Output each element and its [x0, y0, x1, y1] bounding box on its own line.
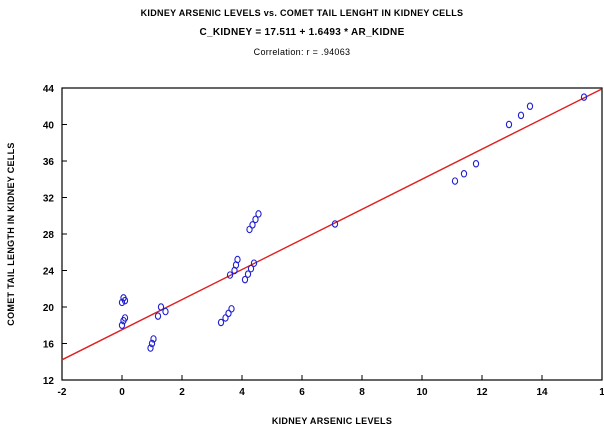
- y-tick-label: 20: [43, 303, 55, 314]
- data-point: [460, 170, 468, 178]
- plot-frame: [61, 87, 603, 381]
- data-point: [517, 111, 525, 120]
- data-point: [472, 159, 480, 168]
- data-point: [246, 225, 253, 234]
- x-axis-label: KIDNEY ARSENIC LEVELS: [272, 416, 392, 426]
- data-point: [244, 270, 252, 278]
- data-point: [580, 93, 588, 101]
- y-tick-label: 32: [43, 194, 55, 205]
- data-point: [222, 314, 229, 322]
- x-tick-label: -2: [58, 387, 67, 398]
- y-tick-label: 12: [43, 376, 55, 387]
- data-point: [255, 210, 262, 218]
- x-tick-label: 14: [536, 387, 548, 398]
- x-tick-label: 10: [416, 387, 428, 398]
- data-point: [505, 120, 513, 129]
- data-point: [162, 307, 169, 316]
- x-tick-label: 12: [476, 387, 488, 398]
- data-point: [247, 264, 255, 273]
- data-point: [249, 221, 256, 229]
- y-tick-label: 36: [43, 157, 55, 168]
- y-axis-ticks: 12 16 20 24 28 32 36 40 44: [43, 84, 67, 387]
- data-point: [526, 102, 534, 111]
- y-axis-label: COMET TAIL LENGTH IN KIDNEY CELLS: [6, 142, 16, 325]
- chart-annotation: Correlation: r = .94063: [253, 47, 351, 57]
- data-point: [157, 303, 165, 311]
- data-point: [225, 309, 232, 318]
- data-point: [226, 271, 234, 279]
- data-points: [118, 93, 588, 352]
- chart-subtitle: C_KIDNEY = 17.511 + 1.6493 * AR_KIDNE: [199, 27, 405, 38]
- data-point: [250, 259, 258, 267]
- x-tick-label: 0: [119, 387, 125, 398]
- data-point: [147, 344, 154, 352]
- x-axis-ticks: -2 0 2 4 6 8 10 12 14 1: [58, 375, 604, 398]
- data-point: [241, 275, 249, 284]
- x-tick-label: 4: [239, 387, 245, 398]
- data-point: [234, 255, 241, 264]
- x-tick-label: 6: [299, 387, 305, 398]
- data-point: [217, 318, 225, 327]
- data-point: [121, 314, 129, 322]
- y-tick-label: 40: [43, 121, 55, 132]
- data-point: [154, 312, 162, 320]
- y-tick-label: 24: [43, 267, 55, 278]
- chart-title: KIDNEY ARSENIC LEVELS vs. COMET TAIL LEN…: [140, 8, 464, 18]
- data-point: [150, 335, 157, 343]
- y-tick-label: 16: [43, 340, 55, 351]
- data-point: [252, 215, 259, 224]
- y-tick-label: 44: [43, 84, 55, 95]
- x-tick-label: 8: [359, 387, 365, 398]
- data-point: [121, 296, 129, 305]
- x-tick-label: 2: [179, 387, 185, 398]
- x-tick-label: 1: [599, 387, 604, 398]
- data-point: [148, 339, 156, 348]
- data-point: [118, 321, 126, 329]
- y-tick-label: 28: [43, 230, 55, 241]
- data-point: [331, 220, 339, 228]
- data-point: [228, 305, 235, 313]
- data-point: [451, 177, 459, 185]
